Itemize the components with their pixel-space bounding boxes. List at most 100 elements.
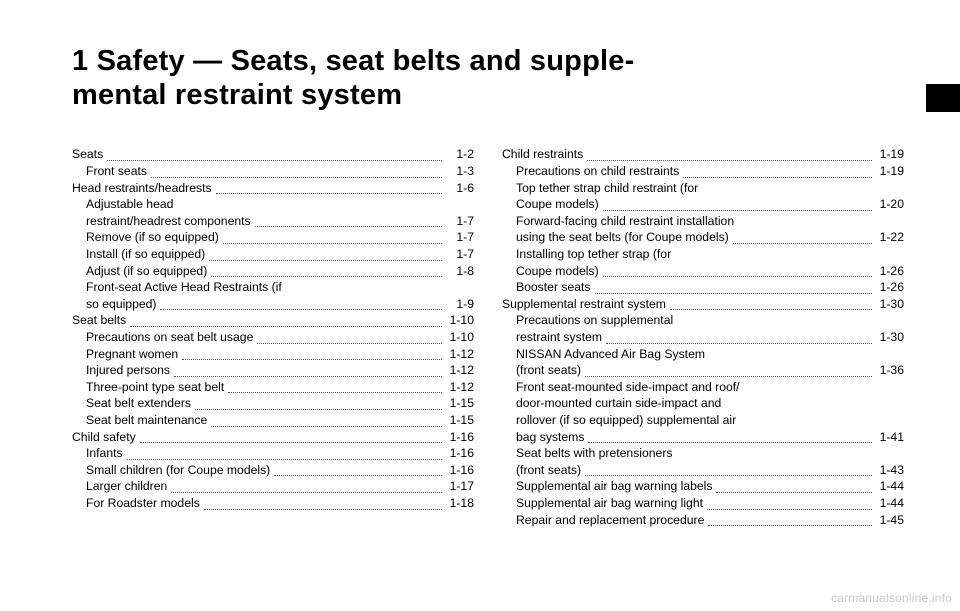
toc-entry-label: Precautions on seat belt usage xyxy=(86,329,253,346)
toc-entry: Supplemental air bag warning labels1-44 xyxy=(502,478,904,495)
toc-leader-dots xyxy=(588,436,872,443)
toc-entry: Small children (for Coupe models)1-16 xyxy=(72,462,474,479)
toc-entry-label: Adjust (if so equipped) xyxy=(86,263,207,280)
chapter-number: 1 xyxy=(72,45,88,77)
toc-leader-dots xyxy=(585,470,872,477)
toc-entry-page: 1-3 xyxy=(446,163,474,180)
toc-entry-label: restraint/headrest components xyxy=(86,213,251,230)
toc-entry-row: Install (if so equipped)1-7 xyxy=(86,246,474,263)
toc-entry-row: Seat belts1-10 xyxy=(72,312,474,329)
toc-entry: Booster seats1-26 xyxy=(502,279,904,296)
toc-leader-dots xyxy=(204,503,442,510)
toc-column-right: Child restraints1-19Precautions on child… xyxy=(502,146,904,528)
toc-entry: Installing top tether strap (forCoupe mo… xyxy=(502,246,904,279)
toc-entry-label: bag systems xyxy=(516,429,584,446)
toc-entry-pre: Forward-facing child restraint installat… xyxy=(516,213,904,230)
toc-entry: Top tether strap child restraint (forCou… xyxy=(502,180,904,213)
toc-entry: Precautions on child restraints1-19 xyxy=(502,163,904,180)
toc-entry-pre: Installing top tether strap (for xyxy=(516,246,904,263)
toc-entry-label: Seats xyxy=(72,146,103,163)
toc-entry: NISSAN Advanced Air Bag System(front sea… xyxy=(502,346,904,379)
toc-entry: Larger children1-17 xyxy=(72,478,474,495)
toc-entry-label: Remove (if so equipped) xyxy=(86,229,219,246)
toc-entry-row: so equipped)1-9 xyxy=(86,296,474,313)
toc-entry-page: 1-6 xyxy=(446,180,474,197)
toc-entry-label: Seat belt maintenance xyxy=(86,412,207,429)
toc-entry-page: 1-7 xyxy=(446,213,474,230)
toc-entry-page: 1-15 xyxy=(446,395,474,412)
toc-entry-pre: Adjustable head xyxy=(86,196,474,213)
toc-entry-label: Coupe models) xyxy=(516,263,599,280)
toc-entry: Forward-facing child restraint installat… xyxy=(502,213,904,246)
toc-leader-dots xyxy=(223,237,442,244)
toc-entry-page: 1-19 xyxy=(876,163,904,180)
toc-entry-row: Booster seats1-26 xyxy=(516,279,904,296)
toc-entry-row: Precautions on seat belt usage1-10 xyxy=(86,329,474,346)
chapter-title-line-1: Safety — Seats, seat belts and supple- xyxy=(97,45,635,77)
toc-entry: Injured persons1-12 xyxy=(72,362,474,379)
toc-leader-dots xyxy=(585,370,872,377)
toc-leader-dots xyxy=(670,304,872,311)
toc-entry-label: using the seat belts (for Coupe models) xyxy=(516,229,729,246)
toc-leader-dots xyxy=(733,237,872,244)
section-tab xyxy=(926,84,960,112)
toc-entry-row: Seat belt maintenance1-15 xyxy=(86,412,474,429)
toc-entry-row: Head restraints/headrests1-6 xyxy=(72,180,474,197)
toc-column-left: Seats1-2Front seats1-3Head restraints/he… xyxy=(72,146,474,528)
toc-leader-dots xyxy=(587,154,872,161)
toc-entry-label: Child safety xyxy=(72,429,136,446)
toc-leader-dots xyxy=(127,453,442,460)
toc-leader-dots xyxy=(130,320,442,327)
toc-entry: Precautions on supplementalrestraint sys… xyxy=(502,312,904,345)
toc-entry: Head restraints/headrests1-6 xyxy=(72,180,474,197)
toc-entry-label: Seat belt extenders xyxy=(86,395,191,412)
toc-entry: Front-seat Active Head Restraints (ifso … xyxy=(72,279,474,312)
toc-entry-page: 1-17 xyxy=(446,478,474,495)
toc-entry-label: restraint system xyxy=(516,329,602,346)
toc-entry: Child restraints1-19 xyxy=(502,146,904,163)
toc-entry: Front seat-mounted side-impact and roof/… xyxy=(502,379,904,445)
toc-entry-row: Three-point type seat belt1-12 xyxy=(86,379,474,396)
toc-entry: Install (if so equipped)1-7 xyxy=(72,246,474,263)
toc-leader-dots xyxy=(603,270,872,277)
toc-entry: Pregnant women1-12 xyxy=(72,346,474,363)
toc-entry: Supplemental restraint system1-30 xyxy=(502,296,904,313)
toc-entry-page: 1-16 xyxy=(446,445,474,462)
toc-entry-page: 1-44 xyxy=(876,478,904,495)
toc-entry-page: 1-7 xyxy=(446,246,474,263)
toc-leader-dots xyxy=(182,353,442,360)
toc-entry: Supplemental air bag warning light1-44 xyxy=(502,495,904,512)
toc-leader-dots xyxy=(274,470,442,477)
toc-leader-dots xyxy=(140,436,442,443)
toc-entry-page: 1-41 xyxy=(876,429,904,446)
toc-entry-page: 1-30 xyxy=(876,329,904,346)
toc-entry-page: 1-7 xyxy=(446,229,474,246)
toc-entry-row: Coupe models)1-20 xyxy=(516,196,904,213)
toc-leader-dots xyxy=(151,171,442,178)
toc-entry-pre: NISSAN Advanced Air Bag System xyxy=(516,346,904,363)
toc-entry: Precautions on seat belt usage1-10 xyxy=(72,329,474,346)
toc-entry-row: Small children (for Coupe models)1-16 xyxy=(86,462,474,479)
toc-leader-dots xyxy=(174,370,442,377)
toc-entry-row: Supplemental air bag warning light1-44 xyxy=(516,495,904,512)
toc-entry: Seat belt maintenance1-15 xyxy=(72,412,474,429)
toc-entry-row: restraint system 1-30 xyxy=(516,329,904,346)
toc-entry: Front seats1-3 xyxy=(72,163,474,180)
toc-entry: For Roadster models1-18 xyxy=(72,495,474,512)
toc-leader-dots xyxy=(708,519,872,526)
toc-leader-dots xyxy=(716,486,872,493)
toc-entry-page: 1-8 xyxy=(446,263,474,280)
toc-leader-dots xyxy=(257,337,442,344)
toc-entry-label: Coupe models) xyxy=(516,196,599,213)
toc-entry-page: 1-10 xyxy=(446,312,474,329)
toc-leader-dots xyxy=(107,154,442,161)
toc-entry-pre: door-mounted curtain side-impact and xyxy=(516,395,904,412)
toc-entry: Adjust (if so equipped) 1-8 xyxy=(72,263,474,280)
toc-leader-dots xyxy=(595,287,872,294)
toc-entry: Seat belts with pretensioners(front seat… xyxy=(502,445,904,478)
watermark-text: carmanualsonline.info xyxy=(831,591,952,605)
toc-entry-row: Supplemental restraint system1-30 xyxy=(502,296,904,313)
toc-entry-page: 1-36 xyxy=(876,362,904,379)
toc-entry-label: Small children (for Coupe models) xyxy=(86,462,270,479)
toc-entry-pre: Precautions on supplemental xyxy=(516,312,904,329)
